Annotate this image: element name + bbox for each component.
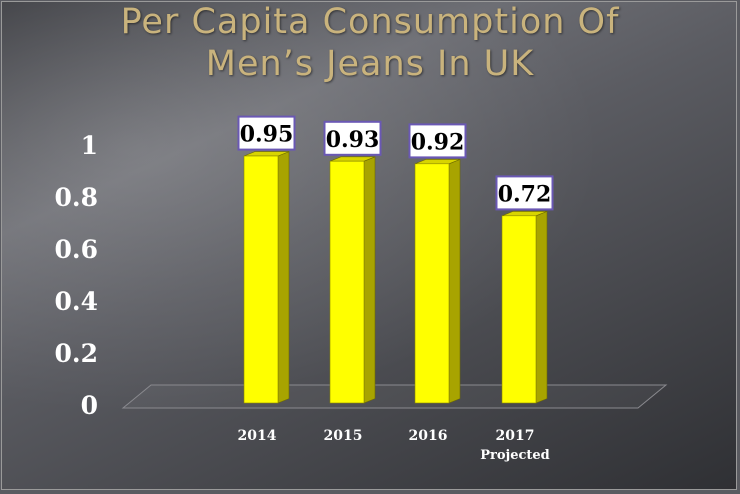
y-tick-label: 0.4 (55, 287, 99, 316)
floor-plane (121, 384, 668, 409)
bar-side (363, 156, 376, 404)
bar-group-2016: 0.92 (408, 123, 467, 404)
data-label-box (323, 120, 382, 156)
data-label-box (495, 175, 554, 211)
y-tick-label: 0 (81, 391, 98, 420)
bar-side (535, 210, 548, 404)
bar-group-2014: 0.95 (237, 115, 296, 404)
data-label-box (408, 123, 467, 159)
chart-title-line-2: Men’s Jeans In UK (205, 44, 535, 84)
data-label: 0.72 (498, 181, 552, 207)
data-label: 0.92 (411, 129, 465, 155)
chart-title-line-1: Per Capita Consumption Of (120, 2, 620, 42)
bar-group-2017: 0.72 (495, 175, 554, 404)
x-tick-label: 2015 (324, 428, 363, 444)
y-tick-label: 1 (81, 131, 98, 160)
bar (243, 155, 279, 404)
x-tick-sublabel: Projected (480, 448, 550, 463)
bar-side (277, 151, 290, 404)
bar (329, 160, 365, 404)
data-label: 0.95 (240, 122, 294, 148)
bar-group-2015: 0.93 (323, 120, 382, 404)
data-label-box (237, 115, 296, 151)
bar-side (448, 158, 461, 404)
x-tick-label: 2017 (496, 428, 535, 444)
y-axis: 0 0.2 0.4 0.6 0.8 1 (55, 131, 99, 420)
x-axis: 2014 2015 2016 2017 Projected (238, 428, 550, 463)
data-label: 0.93 (326, 127, 380, 153)
bars: 0.95 0.93 0.92 0.72 (237, 115, 554, 404)
y-tick-label: 0.6 (55, 235, 99, 264)
bar (414, 163, 450, 404)
chart-floor (121, 384, 668, 409)
y-tick-label: 0.2 (55, 339, 99, 368)
bar (501, 215, 537, 404)
y-tick-label: 0.8 (55, 183, 99, 212)
x-tick-label: 2014 (238, 428, 277, 444)
x-tick-label: 2016 (409, 428, 448, 444)
